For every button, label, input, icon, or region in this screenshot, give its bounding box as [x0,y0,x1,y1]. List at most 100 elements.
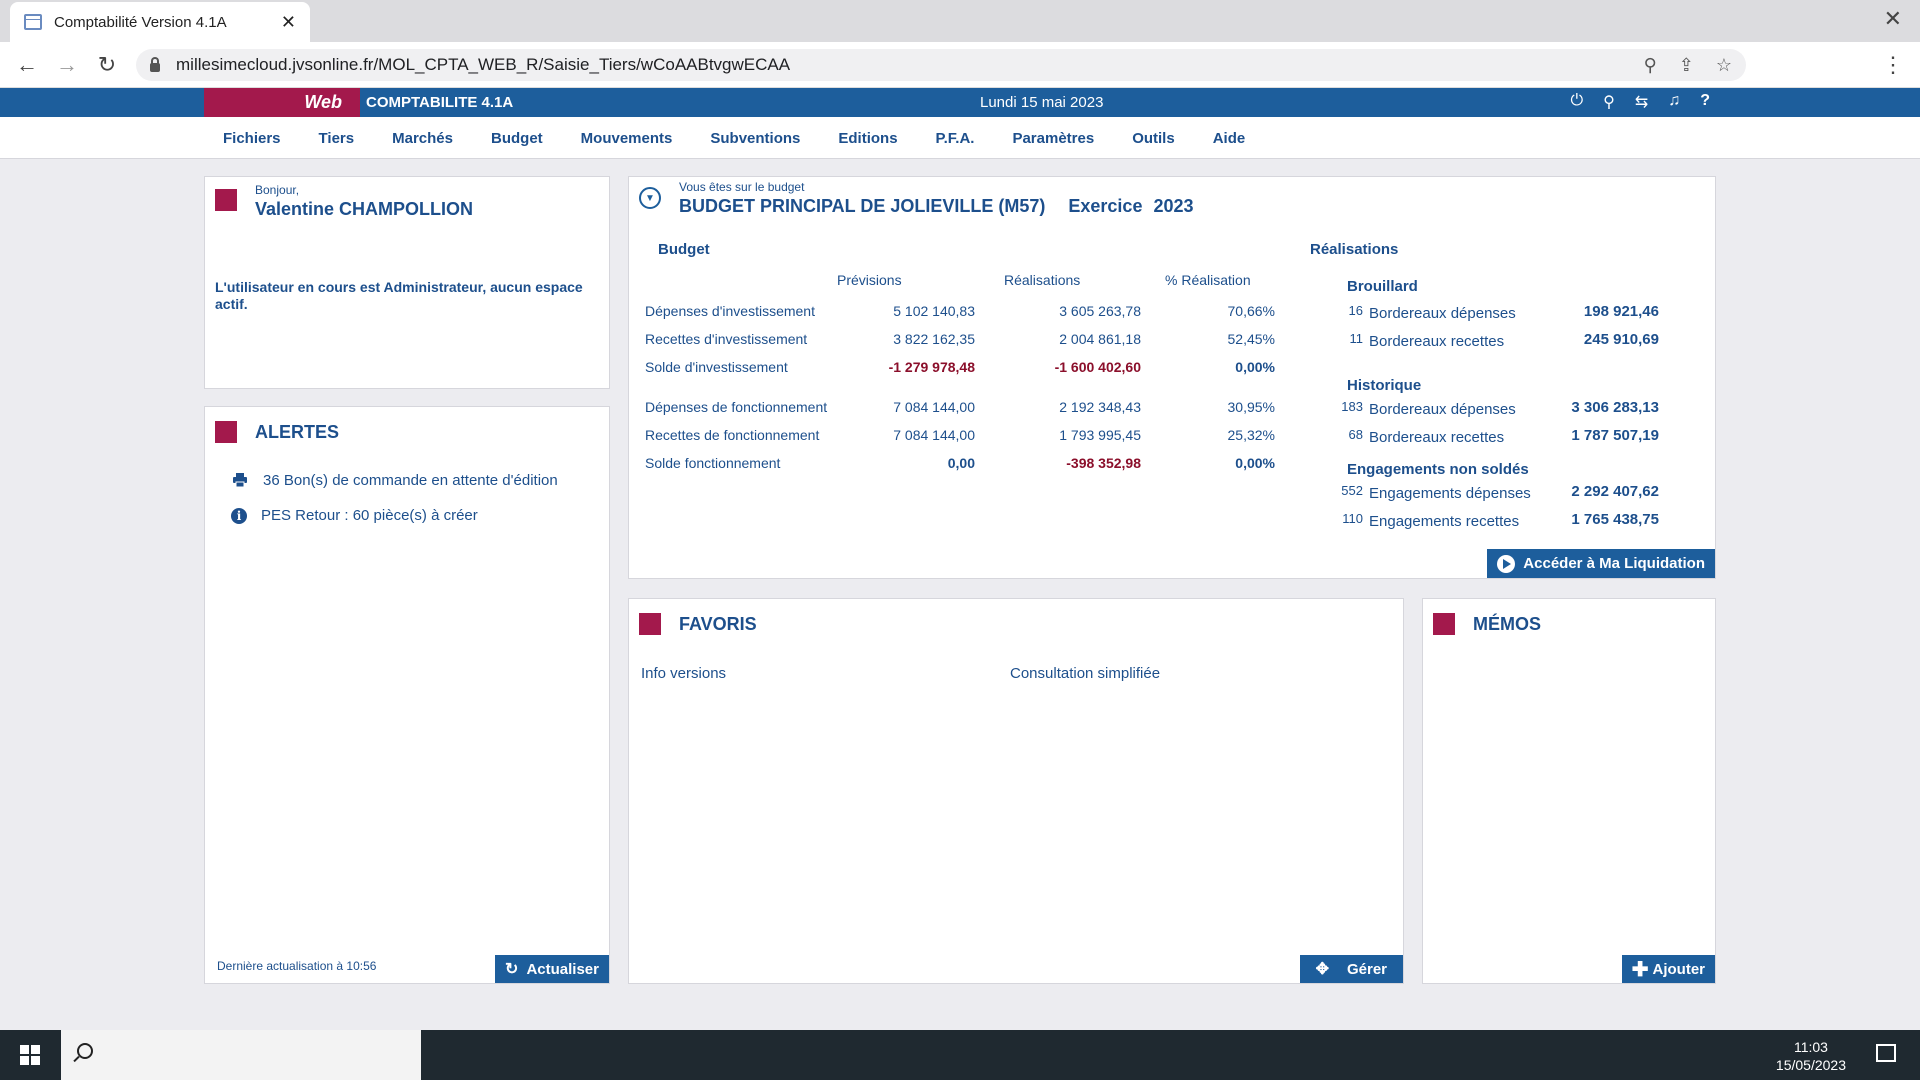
menu-editions[interactable]: Editions [838,129,898,147]
budget-subtitle: Vous êtes sur le budget [679,180,805,194]
alert-item[interactable]: 36 Bon(s) de commande en attente d'éditi… [231,471,558,489]
row-prev: 3 822 162,35 [893,331,975,347]
brand-text: Web [304,92,342,112]
engagements-row[interactable]: 110 Engagements recettes 1 765 438,75 [1329,511,1659,533]
play-icon [1497,554,1516,573]
col-pct: % Réalisation [1165,272,1251,288]
windows-start-icon[interactable] [20,1045,40,1065]
favorite-link[interactable]: Info versions [641,665,727,682]
realisations-heading: Réalisations [1310,241,1399,258]
help-icon[interactable]: ? [1700,92,1710,109]
row-pct: 0,00% [1235,359,1275,375]
forward-arrow-icon[interactable]: → [56,52,78,77]
alerts-panel: ALERTES 36 Bon(s) de commande en attente… [204,406,610,984]
antenna-icon[interactable]: ⚲ [1603,94,1615,111]
row-label: Bordereaux dépenses [1369,401,1516,418]
menu-aide[interactable]: Aide [1212,129,1246,147]
alerts-title: ALERTES [255,421,340,442]
row-value: 2 292 407,62 [1571,483,1659,500]
bell-icon[interactable]: ♫ [1668,92,1681,109]
historique-row[interactable]: 183 Bordereaux dépenses 3 306 283,13 [1329,399,1659,421]
power-icon[interactable]: ⏻ [1570,92,1584,109]
add-memo-button[interactable]: ✚ Ajouter [1621,955,1715,983]
liquidation-button[interactable]: Accéder à Ma Liquidation [1487,549,1715,578]
budget-title: BUDGET PRINCIPAL DE JOLIEVILLE (M57) Exe… [679,196,1194,217]
memos-panel: MÉMOS ✚ Ajouter [1422,598,1716,984]
row-count: 552 [1341,483,1363,498]
historique-heading: Historique [1347,377,1422,394]
close-tab-icon[interactable]: ✕ [280,11,296,32]
row-label: Dépenses de fonctionnement [645,399,828,415]
alert-item[interactable]: i PES Retour : 60 pièce(s) à créer [231,507,478,524]
brouillard-heading: Brouillard [1347,278,1418,295]
favorite-link[interactable]: Consultation simplifiée [1010,665,1161,682]
row-real: -398 352,98 [1066,455,1141,471]
menu-fichiers[interactable]: Fichiers [223,129,281,147]
row-prev: 5 102 140,83 [893,303,975,319]
row-label: Solde d'investissement [645,359,788,375]
close-window-icon[interactable]: ✕ [1883,6,1902,31]
app-title: COMPTABILITE 4.1A [366,94,514,111]
engagements-row[interactable]: 552 Engagements dépenses 2 292 407,62 [1329,483,1659,505]
greeting: Bonjour, [255,183,300,197]
row-pct: 0,00% [1235,455,1275,471]
collapse-chevron-icon[interactable]: ▼ [639,187,661,209]
menu-outils[interactable]: Outils [1132,129,1175,147]
row-real: 2 004 861,18 [1059,331,1141,347]
zoom-icon[interactable]: ⚲ [1643,54,1657,75]
browser-tab[interactable]: Comptabilité Version 4.1A ✕ [10,2,310,42]
search-icon [77,1043,93,1059]
row-label: Recettes d'investissement [645,331,808,347]
col-previsions: Prévisions [837,272,902,288]
back-arrow-icon[interactable]: ← [16,52,38,77]
bookmark-star-icon[interactable]: ☆ [1715,54,1732,75]
brouillard-row[interactable]: 16 Bordereaux dépenses 198 921,46 [1329,303,1659,325]
budget-heading: Budget [658,241,710,258]
row-value: 198 921,46 [1583,303,1659,320]
liquidation-label: Accéder à Ma Liquidation [1523,555,1705,572]
taskbar-search[interactable] [61,1030,421,1080]
historique-row[interactable]: 68 Bordereaux recettes 1 787 507,19 [1329,427,1659,449]
info-icon: i [231,507,247,524]
url-text[interactable]: millesimecloud.jvsonline.fr/MOL_CPTA_WEB… [176,55,791,74]
row-real: 1 793 995,45 [1059,427,1141,443]
row-label: Dépenses d'investissement [645,303,815,319]
address-bar[interactable]: millesimecloud.jvsonline.fr/MOL_CPTA_WEB… [136,49,1746,81]
row-label: Bordereaux recettes [1369,429,1505,446]
row-label: Engagements recettes [1369,513,1520,530]
row-count: 16 [1348,303,1363,318]
manage-button[interactable]: ✥ Gérer [1299,955,1403,983]
row-label: Solde fonctionnement [645,455,781,471]
user-square-icon [215,189,237,211]
browser-menu-icon[interactable]: ⋮ [1882,52,1904,77]
row-value: 1 765 438,75 [1571,511,1659,528]
system-clock[interactable]: 11:03 15/05/2023 [1776,1038,1846,1074]
row-pct: 70,66% [1227,303,1275,319]
row-count: 110 [1342,511,1363,526]
row-real: -1 600 402,60 [1054,359,1141,375]
clock-date: 15/05/2023 [1775,1057,1846,1073]
menu-pfa[interactable]: P.F.A. [935,129,975,147]
sync-icon[interactable]: ⇆ [1634,94,1649,111]
notification-icon[interactable] [1876,1044,1896,1062]
alerts-header: ALERTES [215,421,339,443]
menu-tiers[interactable]: Tiers [318,129,355,147]
lock-icon[interactable] [150,56,160,72]
menu-subventions[interactable]: Subventions [710,129,801,147]
printer-icon [231,471,249,489]
menu-marches[interactable]: Marchés [392,129,453,147]
col-realisations: Réalisations [1004,272,1081,288]
menu-parametres[interactable]: Paramètres [1012,129,1095,147]
share-icon[interactable]: ⇪ [1678,54,1694,75]
refresh-button[interactable]: ↻ Actualiser [495,955,609,983]
row-value: 3 306 283,13 [1571,399,1659,416]
menu-budget[interactable]: Budget [491,129,543,147]
user-name: Valentine CHAMPOLLION [255,199,474,219]
brouillard-row[interactable]: 11 Bordereaux recettes 245 910,69 [1329,331,1660,353]
brand-logo: Web [204,88,360,117]
reload-icon[interactable]: ↻ [97,52,117,77]
menu-mouvements[interactable]: Mouvements [580,129,673,147]
budget-name: BUDGET PRINCIPAL DE JOLIEVILLE (M57) [679,196,1046,216]
browser-toolbar: ← → ↻ millesimecloud.jvsonline.fr/MOL_CP… [0,42,1920,88]
budget-panel: ▼ Vous êtes sur le budget BUDGET PRINCIP… [628,176,1716,579]
